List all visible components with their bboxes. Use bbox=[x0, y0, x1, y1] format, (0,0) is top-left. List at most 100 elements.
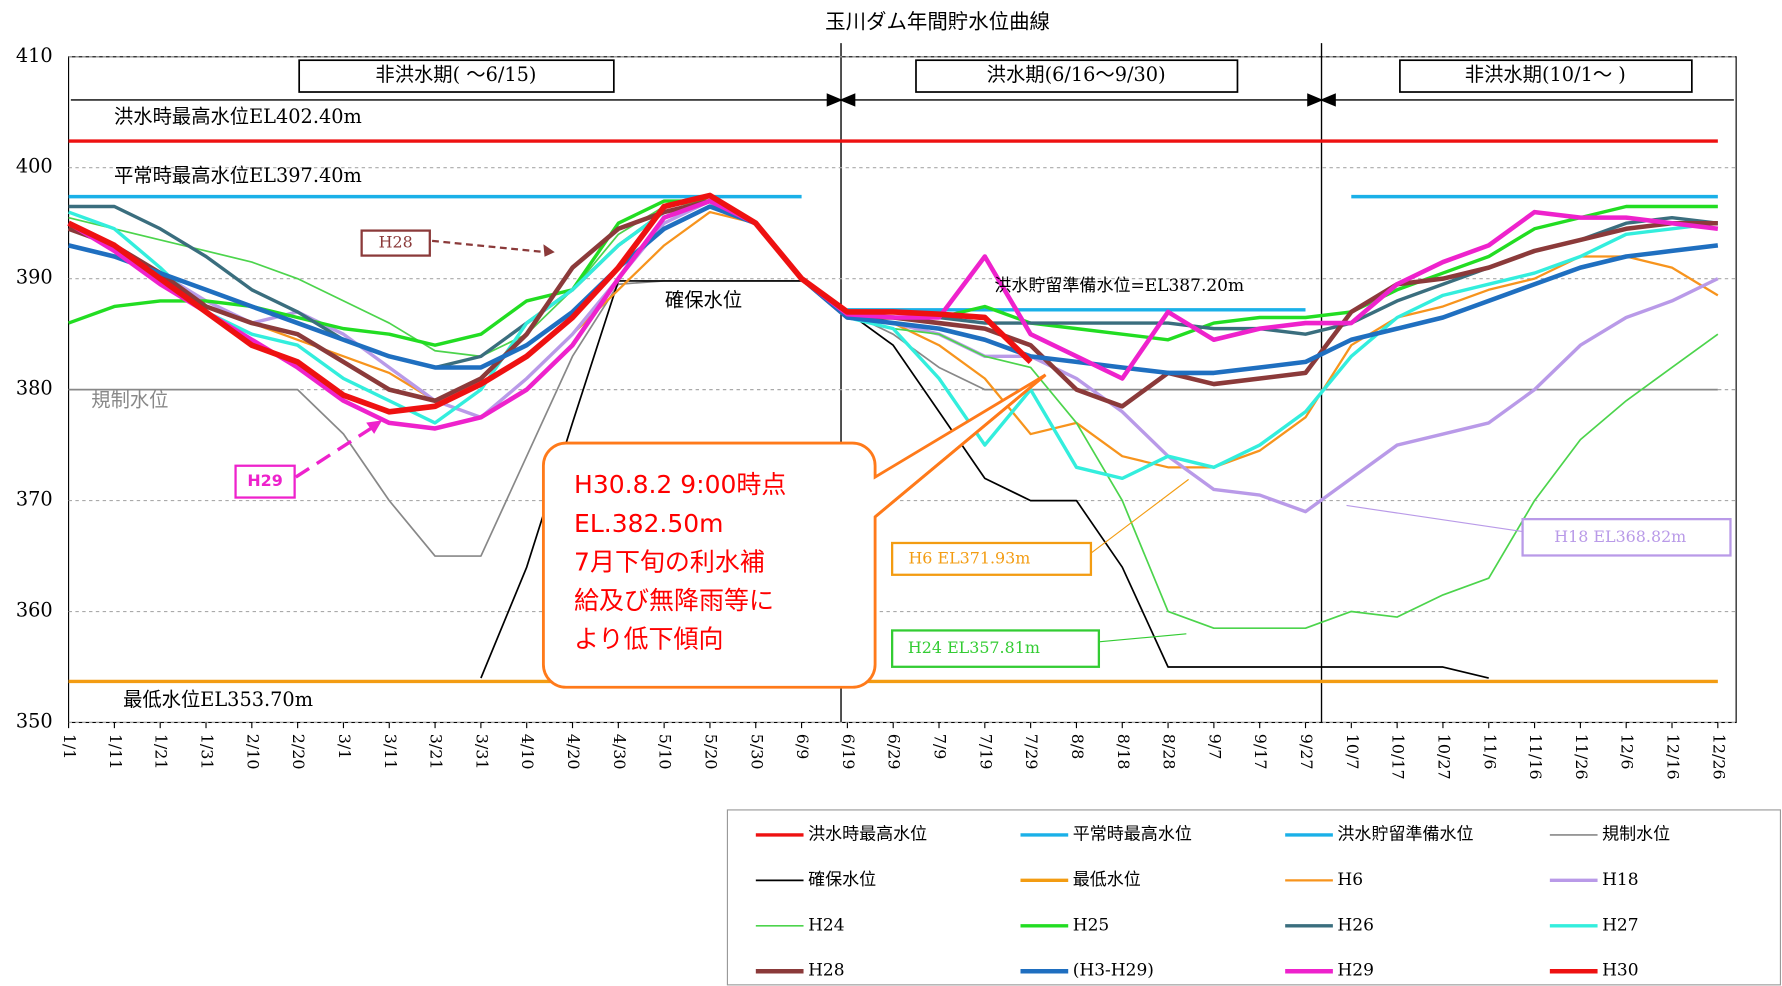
x-tick-label: 10/7 bbox=[1343, 734, 1362, 770]
annotation-box bbox=[360, 229, 431, 257]
x-tick-label: 1/31 bbox=[198, 734, 217, 770]
callout-text: H30.8.2 9:00時点 bbox=[574, 470, 786, 499]
annotation: 規制水位 bbox=[91, 388, 168, 411]
series-line bbox=[67, 199, 1719, 481]
annotation: H29 bbox=[247, 471, 282, 490]
arrowhead bbox=[543, 244, 555, 257]
legend-label: 平常時最高水位 bbox=[1073, 824, 1192, 844]
callout-pointer bbox=[874, 373, 1047, 518]
legend-label: H30 bbox=[1602, 961, 1638, 981]
x-tick-label: 4/20 bbox=[564, 734, 583, 770]
annotation-box bbox=[891, 629, 1101, 668]
x-tick-label: 1/1 bbox=[60, 734, 79, 760]
arrow bbox=[431, 239, 546, 254]
series-line bbox=[68, 280, 1718, 557]
legend-label: H26 bbox=[1337, 915, 1374, 935]
x-tick-label: 3/11 bbox=[381, 734, 400, 770]
annotation: H24 EL357.81m bbox=[908, 638, 1040, 657]
arrow bbox=[1098, 633, 1187, 643]
legend-box bbox=[726, 809, 1782, 986]
x-tick-label: 6/9 bbox=[793, 734, 812, 760]
legend-label: H29 bbox=[1337, 961, 1374, 981]
x-tick-label: 10/17 bbox=[1389, 734, 1408, 780]
x-tick-label: 8/18 bbox=[1114, 734, 1133, 770]
x-tick-label: 9/17 bbox=[1251, 734, 1270, 770]
y-tick-label: 360 bbox=[16, 599, 53, 622]
x-tick-label: 9/7 bbox=[1205, 734, 1224, 760]
legend-label: 洪水貯留準備水位 bbox=[1337, 824, 1473, 844]
legend-label: H24 bbox=[808, 915, 845, 935]
annotation: 非洪水期(10/1～ ) bbox=[1465, 63, 1626, 86]
x-tick-label: 6/29 bbox=[885, 734, 904, 770]
arrow bbox=[294, 425, 374, 479]
y-tick-label: 380 bbox=[16, 377, 53, 400]
annotation: H6 EL371.93m bbox=[908, 548, 1030, 567]
x-tick-label: 9/27 bbox=[1297, 734, 1316, 770]
annotation-box bbox=[234, 464, 296, 499]
series-line bbox=[68, 204, 1719, 376]
x-tick-label: 4/30 bbox=[610, 734, 629, 770]
y-tick-label: 350 bbox=[16, 709, 53, 732]
callout-text: 給及び無降雨等に bbox=[574, 586, 774, 615]
annotation: 最低水位EL353.70m bbox=[123, 688, 313, 711]
annotation: 洪水期(6/16～9/30) bbox=[987, 63, 1166, 86]
legend-label: H28 bbox=[808, 961, 845, 981]
period-arrows bbox=[826, 93, 1336, 107]
legend-label: (H3-H29) bbox=[1073, 961, 1154, 981]
legend-label: H6 bbox=[1337, 870, 1363, 890]
y-tick-label: 370 bbox=[16, 488, 53, 511]
x-tick-label: 11/6 bbox=[1480, 734, 1499, 770]
x-tick-label: 11/16 bbox=[1526, 734, 1545, 780]
x-tick-label: 12/16 bbox=[1664, 734, 1683, 780]
annotation-box bbox=[1399, 59, 1693, 93]
callout-text: より低下傾向 bbox=[574, 625, 723, 654]
x-tick-label: 11/26 bbox=[1572, 734, 1591, 780]
x-tick-label: 5/20 bbox=[701, 734, 720, 770]
x-tick-label: 6/19 bbox=[839, 734, 858, 770]
annotation-arrows bbox=[294, 239, 1523, 643]
legend-label: 洪水時最高水位 bbox=[808, 824, 927, 844]
x-tick-label: 7/29 bbox=[1022, 734, 1041, 770]
annotation: H28 bbox=[379, 233, 413, 252]
legend-label: 規制水位 bbox=[1602, 824, 1670, 844]
annotation: 洪水貯留準備水位=EL387.20m bbox=[994, 276, 1244, 296]
series-line bbox=[480, 280, 1489, 679]
legend-label: 確保水位 bbox=[808, 870, 876, 890]
series-line bbox=[67, 198, 1719, 431]
annotation-box bbox=[298, 59, 615, 93]
legend-label: H18 bbox=[1602, 870, 1638, 890]
x-tick-label: 2/20 bbox=[289, 734, 308, 770]
annotation: 確保水位 bbox=[665, 289, 742, 312]
series-line bbox=[67, 192, 1033, 415]
arrowhead bbox=[366, 420, 383, 434]
annotation-box bbox=[915, 59, 1239, 93]
callout-box bbox=[541, 373, 1047, 689]
x-tick-label: 5/10 bbox=[656, 734, 675, 770]
annotation-box bbox=[891, 541, 1093, 576]
annotation: 非洪水期( ～6/15) bbox=[375, 63, 536, 86]
x-tick-label: 8/28 bbox=[1160, 734, 1179, 770]
y-tick-label: 390 bbox=[16, 266, 53, 289]
x-tick-label: 12/26 bbox=[1709, 734, 1728, 780]
x-tick-label: 8/8 bbox=[1068, 734, 1087, 760]
x-tick-label: 1/21 bbox=[152, 734, 171, 770]
x-tick-label: 3/21 bbox=[427, 734, 446, 770]
x-tick-label: 4/10 bbox=[518, 734, 537, 770]
annotation: H18 EL368.82m bbox=[1554, 527, 1686, 546]
callout-text: EL.382.50m bbox=[574, 509, 723, 538]
x-tick-label: 7/19 bbox=[976, 734, 995, 770]
arrow bbox=[1346, 504, 1523, 533]
y-tick-label: 400 bbox=[16, 155, 53, 178]
annotation-box bbox=[1521, 517, 1732, 557]
legend-label: H25 bbox=[1073, 915, 1110, 935]
annotation: 洪水時最高水位EL402.40m bbox=[114, 105, 362, 128]
chart-title: 玉川ダム年間貯水位曲線 bbox=[825, 10, 1050, 34]
legend-label: H27 bbox=[1602, 915, 1638, 935]
x-tick-label: 5/30 bbox=[747, 734, 766, 770]
x-tick-label: 2/10 bbox=[243, 734, 262, 770]
x-tick-label: 12/6 bbox=[1618, 734, 1637, 770]
series-line bbox=[68, 199, 1719, 370]
x-tick-label: 3/31 bbox=[472, 734, 491, 770]
x-tick-label: 1/11 bbox=[106, 734, 125, 770]
x-tick-label: 10/27 bbox=[1434, 734, 1453, 780]
